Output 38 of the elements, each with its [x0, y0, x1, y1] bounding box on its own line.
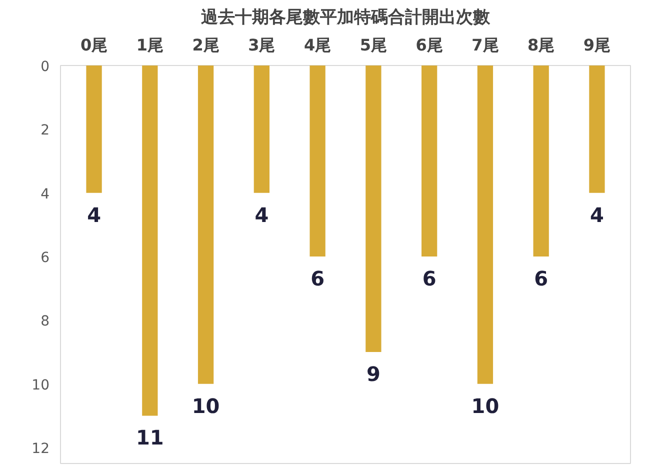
y-tick-label: 8: [40, 314, 50, 330]
data-label: 4: [254, 202, 269, 227]
bar: [533, 66, 549, 257]
y-tick-label: 6: [40, 250, 50, 266]
data-label: 10: [471, 394, 500, 418]
y-tick-label: 2: [40, 122, 50, 139]
data-label: 4: [87, 202, 101, 227]
bar: [422, 66, 438, 257]
x-tick-label: 6尾: [416, 36, 443, 54]
bar: [86, 66, 102, 193]
x-tick-label: 9尾: [583, 36, 611, 54]
x-tick-label: 7尾: [472, 36, 499, 54]
bar: [198, 66, 214, 384]
data-label: 6: [422, 266, 436, 291]
bar: [477, 66, 494, 384]
bar: [366, 66, 382, 352]
x-tick-label: 2尾: [192, 36, 220, 54]
data-label: 4: [590, 202, 604, 227]
bar: [589, 66, 605, 193]
x-tick-label: 5尾: [360, 36, 388, 54]
y-tick-label: 0: [40, 59, 50, 75]
bar: [310, 66, 326, 257]
x-tick-label: 1尾: [136, 36, 164, 54]
x-tick-label: 8尾: [528, 36, 555, 54]
x-tick-label: 4尾: [304, 36, 332, 54]
x-tick-label: 0尾: [80, 36, 108, 54]
data-label: 11: [136, 426, 164, 450]
bar: [142, 66, 158, 416]
chart-title: 過去十期各尾數平加特碼合計開出次數: [200, 8, 491, 28]
y-tick-label: 4: [40, 186, 50, 202]
data-label: 6: [534, 266, 548, 291]
data-label: 9: [366, 362, 380, 386]
data-label: 6: [310, 266, 325, 291]
data-label: 10: [192, 394, 220, 418]
x-tick-label: 3尾: [248, 36, 276, 54]
y-tick-label: 12: [32, 441, 50, 458]
bar: [254, 66, 270, 193]
y-tick-label: 10: [32, 377, 50, 394]
